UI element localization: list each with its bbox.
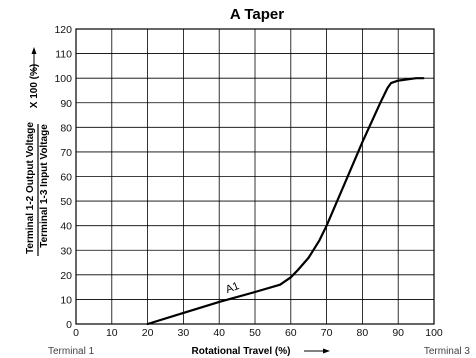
y-tick-label: 20 (60, 270, 72, 282)
y-tick-label: 10 (60, 294, 72, 306)
x-tick-label: 90 (392, 327, 404, 339)
y-tick-label: 70 (60, 147, 72, 159)
terminal-3-label: Terminal 3 (424, 346, 471, 357)
grid-lines (75, 28, 435, 325)
x-tick-label: 50 (249, 327, 261, 339)
y-tick-label: 0 (66, 319, 72, 331)
series-line-a1 (146, 77, 425, 326)
y-tick-label: 30 (60, 245, 72, 257)
chart-title: A Taper (230, 6, 284, 23)
x-tick-label: 70 (321, 327, 333, 339)
x-tick-label: 60 (285, 327, 297, 339)
y-tick-label: 90 (60, 98, 72, 110)
y-tick-label: 80 (60, 122, 72, 134)
y-tick-label: 120 (54, 24, 72, 36)
x-tick-labels: 0 10 20 30 40 50 60 70 80 90 100 (73, 327, 443, 339)
terminal-1-label: Terminal 1 (48, 346, 95, 357)
y-tick-label: 40 (60, 221, 72, 233)
x-tick-label: 10 (106, 327, 118, 339)
y-axis-label: Terminal 1-2 Output Voltage Terminal 1-3… (25, 47, 50, 256)
y-tick-label: 100 (54, 73, 72, 85)
series-label-a1: A1 (224, 280, 241, 296)
y-axis-arrow-icon (31, 47, 37, 72)
x-tick-label: 30 (178, 327, 190, 339)
x-tick-label: 40 (213, 327, 225, 339)
y-axis-label-suffix: X 100 (%) (29, 64, 40, 108)
series-layer: A1 (146, 77, 425, 326)
x-tick-label: 0 (73, 327, 79, 339)
x-tick-label: 20 (142, 327, 154, 339)
y-tick-label: 60 (60, 172, 72, 184)
x-axis-arrow-icon (304, 348, 330, 354)
y-axis-label-lower: Terminal 1-3 Input Voltage (39, 124, 50, 248)
y-tick-label: 110 (55, 49, 72, 61)
y-tick-labels: 0 10 20 30 40 50 60 70 80 90 100 110 120 (54, 24, 72, 331)
y-tick-label: 50 (60, 196, 72, 208)
x-axis-label: Rotational Travel (%) (192, 346, 291, 357)
x-tick-label: 100 (425, 327, 443, 339)
plot-frame (75, 28, 435, 325)
y-axis-label-upper: Terminal 1-2 Output Voltage (25, 122, 36, 254)
x-tick-label: 80 (357, 327, 369, 339)
